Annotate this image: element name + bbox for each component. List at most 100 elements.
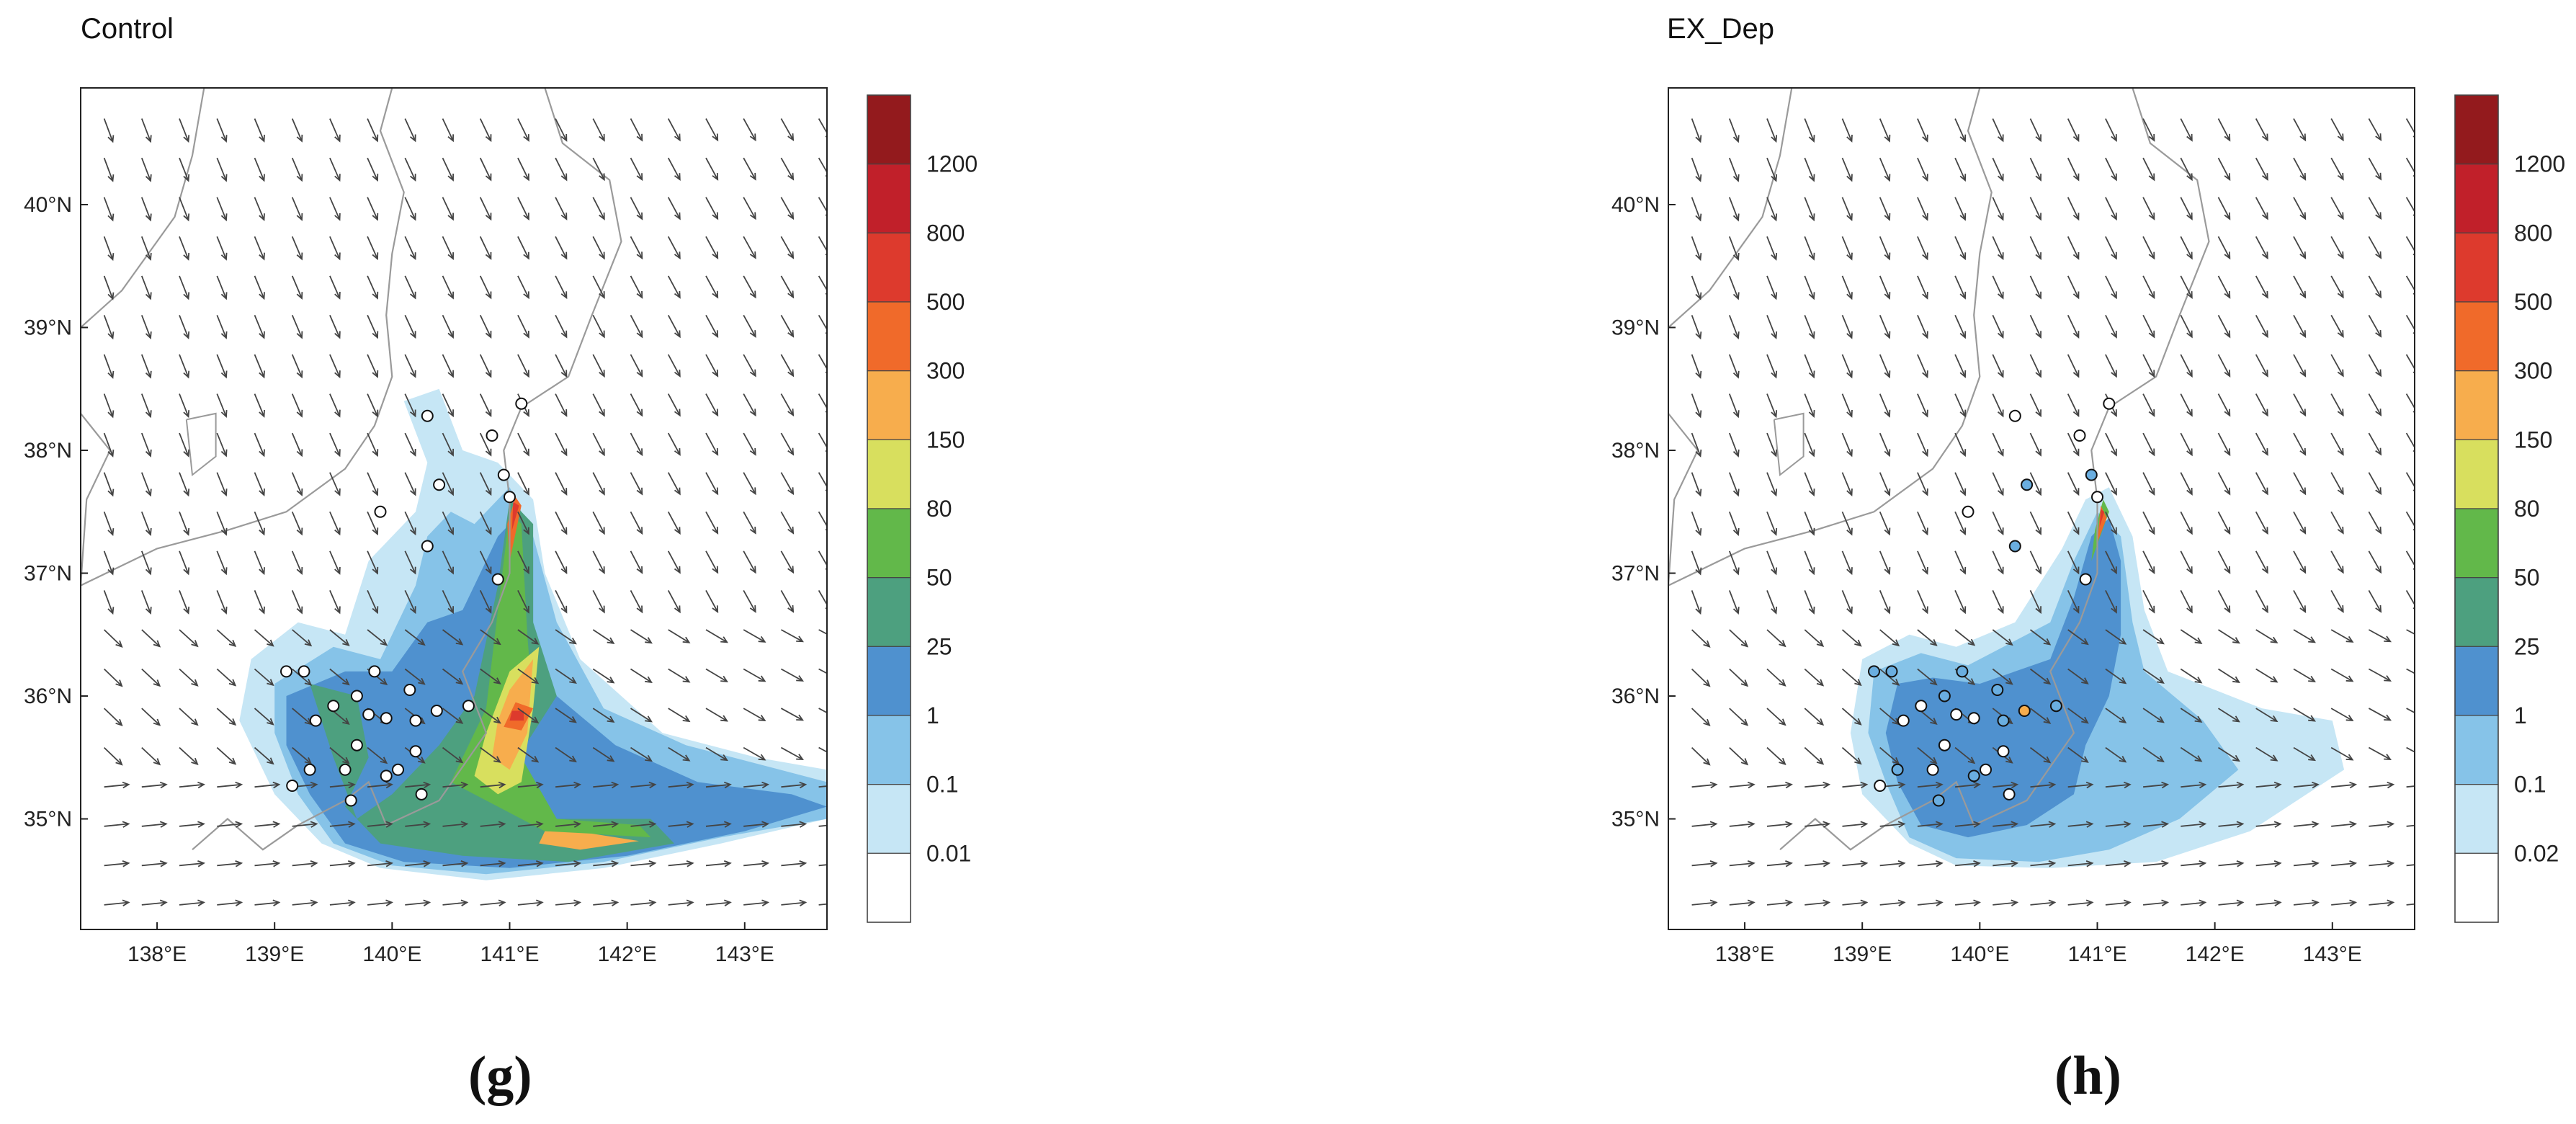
wind-arrowhead <box>107 567 115 576</box>
wind-vector <box>216 590 227 614</box>
wind-vector <box>1993 783 2018 788</box>
wind-arrowhead <box>220 606 228 615</box>
wind-arrowhead <box>2157 755 2165 763</box>
wind-arrowhead <box>1959 331 1967 339</box>
wind-arrowhead <box>2148 370 2155 378</box>
wind-vector <box>216 550 227 574</box>
coastline-west <box>81 88 405 586</box>
wind-arrowhead <box>674 566 681 574</box>
colorbar-label: 25 <box>926 633 952 659</box>
wind-arrowhead <box>107 253 115 262</box>
wind-vector <box>2255 668 2278 683</box>
wind-arrowhead <box>2337 487 2344 496</box>
wind-vector <box>743 275 756 298</box>
wind-arrowhead <box>2375 251 2382 259</box>
wind-arrowhead <box>1808 489 1815 497</box>
wind-arrowhead <box>636 370 643 378</box>
wind-vector <box>1954 315 1966 338</box>
wind-vector <box>367 783 392 788</box>
wind-vector <box>254 315 265 339</box>
map-content <box>1668 88 2415 906</box>
wind-vector <box>367 432 378 456</box>
wind-vector <box>291 550 303 574</box>
wind-vector <box>1917 275 1928 299</box>
wind-vector <box>2368 354 2382 377</box>
wind-arrowhead <box>1846 606 1853 615</box>
wind-arrowhead <box>720 636 728 643</box>
wind-arrowhead <box>197 899 205 906</box>
wind-vector <box>1691 511 1701 535</box>
wind-arrowhead <box>573 899 582 906</box>
wind-vector <box>404 157 416 181</box>
wind-arrowhead <box>2337 212 2344 220</box>
contour-300 <box>2097 505 2107 543</box>
wind-vector <box>329 783 354 788</box>
wind-vector <box>291 354 303 378</box>
wind-vector <box>1804 354 1815 378</box>
wind-arrowhead <box>636 487 643 496</box>
wind-arrowhead <box>2337 133 2344 142</box>
wind-vector <box>555 236 568 259</box>
wind-vector <box>1841 550 1853 574</box>
wind-arrowhead <box>2224 566 2231 574</box>
wind-arrowhead <box>712 330 719 339</box>
wind-vector <box>442 783 468 788</box>
wind-arrowhead <box>220 174 228 182</box>
wind-vector <box>479 118 492 141</box>
wind-arrowhead <box>296 567 303 575</box>
wind-arrowhead <box>1808 410 1815 419</box>
wind-vector <box>217 901 242 906</box>
wind-vector <box>1728 157 1739 182</box>
wind-vector <box>2218 668 2240 683</box>
wind-arrowhead <box>485 605 492 614</box>
colorbar-label: 80 <box>926 496 952 522</box>
wind-arrowhead <box>122 860 130 867</box>
wind-vector <box>329 275 341 299</box>
wind-vector <box>2105 708 2126 723</box>
wind-arrowhead <box>2261 566 2268 574</box>
wind-vector <box>2255 197 2268 220</box>
wind-vector <box>254 823 279 827</box>
wind-vector <box>1804 668 1824 686</box>
wind-vector <box>2105 783 2130 788</box>
wind-vector <box>2255 432 2268 455</box>
wind-arrowhead <box>674 173 681 182</box>
wind-arrowhead <box>493 716 501 724</box>
wind-vector <box>405 862 430 867</box>
wind-vector <box>1992 432 2004 456</box>
wind-vector <box>780 668 803 682</box>
wind-arrowhead <box>787 172 795 181</box>
wind-vector <box>667 314 681 337</box>
wind-vector <box>667 511 681 534</box>
wind-vector <box>1804 315 1815 339</box>
wind-arrowhead <box>159 781 168 789</box>
wind-arrowhead <box>296 409 303 418</box>
wind-arrowhead <box>485 173 492 182</box>
wind-arrowhead <box>2072 331 2080 339</box>
wind-vector <box>1729 629 1748 647</box>
contour-500 <box>509 710 524 721</box>
wind-vector <box>254 862 279 867</box>
wind-arrowhead <box>712 527 719 535</box>
wind-arrowhead <box>787 447 795 456</box>
wind-arrowhead <box>409 174 416 182</box>
wind-arrowhead <box>787 133 795 141</box>
wind-vector <box>480 823 505 827</box>
wind-vector <box>2180 472 2193 495</box>
wind-vector <box>517 668 539 684</box>
wind-vector <box>179 862 204 867</box>
wind-vector <box>291 432 303 456</box>
wind-vector <box>1729 783 1754 788</box>
wind-vector <box>1917 862 1942 867</box>
wind-arrowhead <box>1846 331 1853 339</box>
wind-arrowhead <box>267 679 274 687</box>
wind-vector <box>140 472 151 496</box>
wind-arrowhead <box>682 636 691 643</box>
wind-vector <box>2067 432 2080 456</box>
wind-vector <box>2105 354 2117 377</box>
wind-vector <box>1691 236 1701 260</box>
wind-arrowhead <box>1846 134 1853 143</box>
wind-vector <box>2330 314 2344 337</box>
wind-arrowhead <box>599 212 605 220</box>
wind-arrowhead <box>1703 718 1711 727</box>
